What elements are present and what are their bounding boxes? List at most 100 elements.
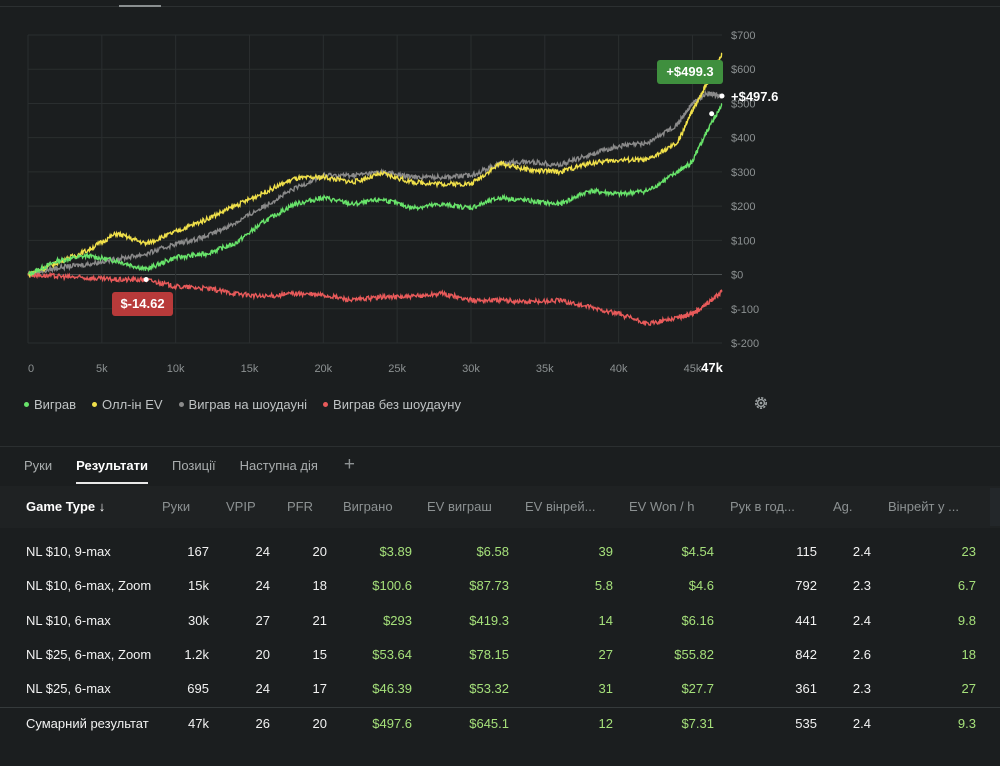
legend-label: Олл-ін EV: [102, 397, 163, 412]
series-line-3: [27, 89, 723, 277]
tab-positions[interactable]: Позиції: [171, 458, 216, 473]
table-cell: 167: [187, 544, 209, 559]
table-cell: $46.39: [372, 681, 412, 696]
table-cell: $87.73: [469, 578, 509, 593]
table-cell: $4.6: [688, 578, 714, 593]
y-tick-label: $-200: [731, 338, 759, 350]
tab-next-action[interactable]: Наступна дія: [239, 458, 318, 473]
top-active-indicator: [119, 5, 161, 7]
table-cell: 24: [255, 578, 270, 593]
column-aggression[interactable]: Ag.: [833, 499, 853, 514]
y-tick-label: $0: [731, 270, 743, 282]
table-cell: 24: [255, 544, 270, 559]
table-cell: 18: [961, 647, 976, 662]
end-point-marker: [719, 93, 725, 99]
table-cell: 26: [255, 716, 270, 731]
column-ev-won[interactable]: EV виграш: [427, 499, 492, 514]
x-tick-label: 25k: [388, 363, 406, 375]
table-cell: $3.89: [379, 544, 412, 559]
table-row[interactable]: NL $10, 6-max 30k 27 21 $293 $419.3 14 $6.16 441…: [0, 604, 1000, 638]
series-line-4: [27, 270, 723, 326]
table-cell: 441: [795, 613, 817, 628]
x-tick-label: 15k: [241, 363, 259, 375]
table-cell: $27.7: [681, 681, 714, 696]
legend-dot-icon: [323, 402, 329, 407]
legend-item-won[interactable]: Виграв: [24, 397, 76, 412]
max-point-marker: [709, 111, 715, 117]
table-cell: 695: [187, 681, 209, 696]
table-cell: 9.8: [957, 613, 976, 628]
table-cell: $4.54: [681, 544, 714, 559]
table-cell: 792: [795, 578, 817, 593]
table-cell: 842: [795, 647, 817, 662]
column-game-type[interactable]: Game Type ↓: [26, 499, 106, 514]
add-tab-button[interactable]: +: [343, 454, 355, 475]
legend-label: Виграв: [34, 397, 77, 412]
table-cell: $7.31: [681, 716, 714, 731]
chart-legend: Виграв Олл-ін EV Виграв на шоудауні Вигр…: [24, 397, 461, 412]
table-cell: 2.4: [852, 716, 871, 731]
tab-hands[interactable]: Руки: [24, 458, 53, 473]
table-cell: 361: [795, 681, 817, 696]
table-cell: 30k: [188, 613, 209, 628]
column-resize-edge: [990, 488, 1000, 526]
table-cell: 31: [598, 681, 613, 696]
x-tick-label: 30k: [462, 363, 480, 375]
table-cell: 2.3: [852, 681, 871, 696]
table-row[interactable]: NL $25, 6-max 695 24 17 $46.39 $53.32 31 $27.7 3…: [0, 672, 1000, 706]
legend-label: Виграв без шоудауну: [333, 397, 461, 412]
table-cell: $497.6: [372, 716, 412, 731]
column-vpip[interactable]: VPIP: [226, 499, 256, 514]
table-cell: 20: [312, 544, 327, 559]
table-row[interactable]: NL $10, 9-max 167 24 20 $3.89 $6.58 39 $4.54 115…: [0, 535, 1000, 569]
table-cell: 39: [598, 544, 613, 559]
y-tick-label: $200: [731, 201, 755, 213]
table-cell: 14: [598, 613, 613, 628]
max-label-text: +$499.3: [666, 64, 713, 79]
tab-results[interactable]: Результати: [76, 457, 148, 484]
y-tick-label: $700: [731, 30, 755, 42]
table-row[interactable]: NL $25, 6-max, Zoom 1.2k 20 15 $53.64 $78.15 2…: [0, 638, 1000, 672]
x-tick-label: 35k: [536, 363, 554, 375]
legend-item-allin-ev[interactable]: Олл-ін EV: [92, 397, 163, 412]
table-cell: 17: [312, 681, 327, 696]
x-tick-label: 45k: [684, 363, 702, 375]
legend-dot-icon: [92, 402, 98, 407]
table-cell: 20: [312, 716, 327, 731]
table-cell: 5.8: [594, 578, 613, 593]
series-line-2: [27, 52, 723, 279]
table-cell: 27: [255, 613, 270, 628]
column-hands-per-hour[interactable]: Рук в год...: [730, 499, 795, 514]
column-ev-won-per-hour[interactable]: EV Won / h: [629, 499, 695, 514]
table-cell: 2.6: [852, 647, 871, 662]
legend-item-non-showdown[interactable]: Виграв без шоудауну: [323, 397, 461, 412]
table-cell: 15: [312, 647, 327, 662]
total-row[interactable]: Сумарний результат 47k 26 20 $497.6 $645.1 12 $…: [0, 707, 1000, 741]
tab-bar: Руки Результати Позиції Наступна дія +: [24, 454, 379, 484]
table-row[interactable]: NL $10, 6-max, Zoom 15k 24 18 $100.6 $87.73 5.…: [0, 569, 1000, 603]
min-label-text: $-14.62: [120, 296, 164, 311]
column-ev-winrate[interactable]: EV вінрей...: [525, 499, 596, 514]
end-value-label: +$497.6: [731, 89, 778, 104]
gear-icon[interactable]: [752, 395, 770, 413]
table-cell: 24: [255, 681, 270, 696]
table-cell: 1.2k: [184, 647, 209, 662]
table-cell: 27: [598, 647, 613, 662]
section-divider: [0, 446, 1000, 447]
column-hands[interactable]: Руки: [162, 499, 191, 514]
legend-item-showdown[interactable]: Виграв на шоудауні: [178, 397, 307, 412]
table-cell: 2.4: [852, 544, 871, 559]
y-tick-label: $500: [731, 98, 755, 110]
x-tick-label: 5k: [96, 363, 108, 375]
table-cell: 2.4: [852, 613, 871, 628]
y-tick-label: $600: [731, 64, 755, 76]
legend-dot-icon: [178, 402, 184, 407]
game-type-cell: NL $25, 6-max, Zoom: [26, 647, 152, 662]
top-border: [0, 6, 1000, 7]
table-cell: 115: [796, 544, 817, 559]
column-pfr[interactable]: PFR: [287, 499, 313, 514]
table-cell: 47k: [188, 716, 209, 731]
column-showdown-winrate[interactable]: Вінрейт у ...: [888, 499, 959, 514]
max-label-badge: [657, 60, 723, 84]
column-won[interactable]: Виграно: [343, 499, 393, 514]
